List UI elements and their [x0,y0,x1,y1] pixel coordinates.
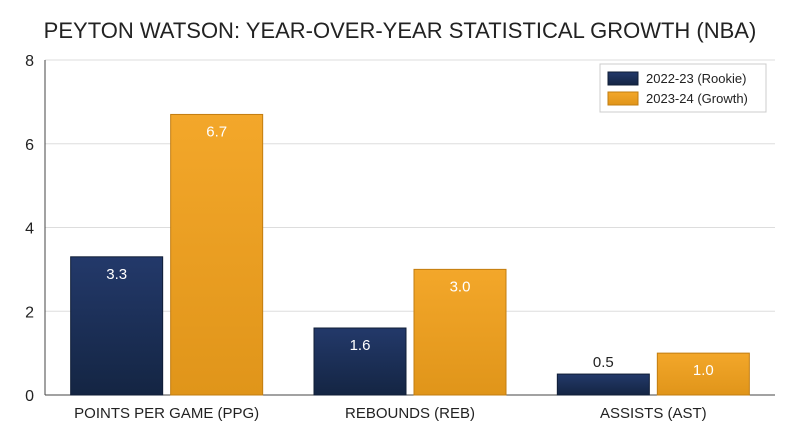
bar-rookie [70,256,164,396]
data-label: 3.3 [106,266,127,283]
y-tick-label: 0 [25,388,34,405]
chart-title: PEYTON WATSON: YEAR-OVER-YEAR STATISTICA… [44,18,757,43]
legend: 2022-23 (Rookie) 2023-24 (Growth) [599,63,767,113]
data-label: 3.0 [450,278,471,295]
y-tick-label: 2 [25,304,34,321]
x-tick-label: POINTS PER GAME (PPG) [74,405,259,422]
bar-growth [413,268,507,396]
bar-rookie [313,327,407,396]
x-axis: POINTS PER GAME (PPG) REBOUNDS (REB) ASSIS… [74,405,707,422]
data-label: 6.7 [206,123,227,140]
data-label: 1.6 [350,337,371,354]
bar-growth [656,352,750,396]
data-label: 1.0 [693,362,714,379]
legend-entry: 2023-24 (Growth) [646,91,748,106]
y-tick-label: 8 [25,53,34,70]
x-tick-label: REBOUNDS (REB) [345,405,475,422]
y-axis: 0 2 4 6 8 [25,53,775,405]
bar-growth [170,113,264,396]
legend-swatch [607,71,639,86]
y-tick-label: 6 [25,137,34,154]
legend-swatch [607,91,639,106]
bar-rookie [556,373,650,396]
y-tick-label: 4 [25,221,34,238]
x-tick-label: ASSISTS (AST) [600,405,707,422]
data-labels: 3.3 6.7 1.6 3.0 0.5 1.0 [106,123,714,379]
data-label: 0.5 [593,354,614,371]
legend-entry: 2022-23 (Rookie) [646,71,746,86]
bars [70,113,750,396]
